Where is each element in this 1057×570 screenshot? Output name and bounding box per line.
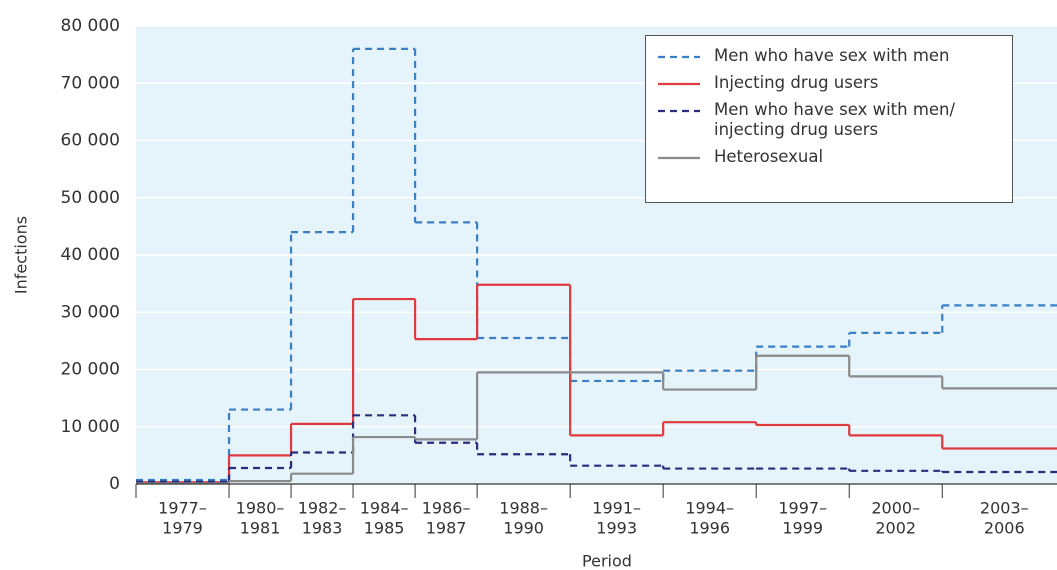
x-tick-label: 2006: [984, 519, 1025, 538]
y-tick-label: 10 000: [61, 417, 120, 437]
x-tick-label: 1993: [596, 519, 637, 538]
x-tick-label: 1984–: [360, 499, 409, 518]
legend-label: Injecting drug users: [714, 73, 879, 92]
legend-key: [658, 82, 700, 86]
y-tick-label: 0: [109, 474, 120, 494]
legend-label: Heterosexual: [714, 147, 824, 166]
x-tick-label: 2003–: [980, 499, 1029, 518]
x-tick-label: 1985: [364, 519, 405, 538]
x-tick-label: 1991–: [592, 499, 641, 518]
x-tick-label: 1997–: [778, 499, 827, 518]
legend-item: Injecting drug users: [658, 73, 1000, 93]
legend-key: [658, 156, 700, 160]
x-tick-label: 1988–: [499, 499, 548, 518]
y-tick-label: 40 000: [61, 245, 120, 265]
x-tick-label: 1983: [302, 519, 343, 538]
legend-item: Men who have sex with men: [658, 46, 1000, 66]
y-tick-label: 50 000: [61, 188, 120, 208]
x-tick-label: 1990: [503, 519, 544, 538]
x-tick-label: 1987: [426, 519, 467, 538]
y-axis-label: Infections: [12, 216, 31, 294]
legend-key: [658, 109, 700, 113]
series: [136, 283, 1057, 484]
y-tick-label: 60 000: [61, 131, 120, 151]
x-tick-label: 1994–: [685, 499, 734, 518]
x-tick-label: 1986–: [422, 499, 471, 518]
legend-item: Heterosexual: [658, 147, 1000, 167]
legend-label: Men who have sex with men/ injecting dru…: [714, 100, 956, 139]
legend-key: [658, 55, 700, 59]
y-tick-label: 70 000: [61, 73, 120, 93]
x-tick-label: 1980–: [236, 499, 285, 518]
series: [136, 414, 1057, 483]
y-tick-label: 20 000: [61, 360, 120, 380]
legend: Men who have sex with men Injecting drug …: [645, 35, 1013, 203]
x-tick-label: 1996: [689, 519, 730, 538]
legend-label: Men who have sex with men: [714, 46, 950, 65]
series: [136, 354, 1057, 485]
y-tick-label: 30 000: [61, 302, 120, 322]
x-tick-label: 2002: [875, 519, 916, 538]
x-axis-label: Period: [582, 552, 632, 570]
y-tick-label: 80 000: [61, 16, 120, 36]
x-tick-label: 1999: [782, 519, 823, 538]
x-tick-label: 1982–: [298, 499, 347, 518]
x-tick-label: 1981: [240, 519, 281, 538]
x-tick-label: 1977–: [158, 499, 207, 518]
x-tick-label: 2000–: [871, 499, 920, 518]
legend-item: Men who have sex with men/ injecting dru…: [658, 100, 1000, 140]
x-tick-label: 1979: [162, 519, 203, 538]
